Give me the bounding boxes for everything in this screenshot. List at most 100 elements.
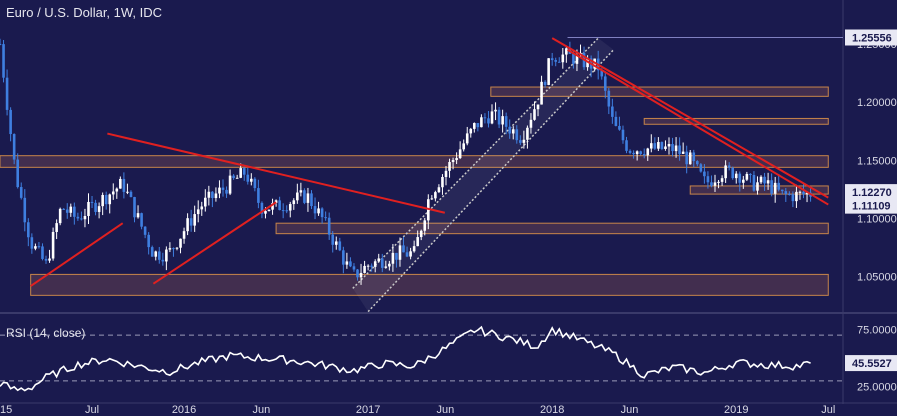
candle-body [508,126,512,134]
candle-body [575,54,579,64]
candle-body [529,119,533,128]
candle-body [653,143,657,149]
candle-body [296,192,299,201]
candle-body [671,144,674,152]
candle-body [55,223,58,232]
candle-body [186,218,189,232]
support-resistance-zone [643,117,829,125]
candle-body [749,173,752,176]
candle-body [713,182,717,186]
candle-body [271,202,274,210]
candle-body [519,140,522,143]
candle-body [763,176,766,184]
candle-body [51,231,55,259]
candle-body [264,210,267,214]
candle-body [657,142,660,149]
candle-body [402,245,405,253]
candle-body [58,208,62,224]
candle-body [62,208,66,210]
candle-body [724,165,727,179]
candle-body [136,213,140,218]
candle-body [161,259,165,262]
candle-body [745,173,749,180]
support-resistance-zone [0,155,829,168]
candle-body [603,76,607,91]
candle-body [437,187,441,193]
candle-body [388,263,391,267]
candle-body [600,70,604,77]
candle-body [313,206,317,214]
candle-body [175,247,179,249]
candle-body [412,246,416,252]
candle-body [218,187,221,194]
candle-body [108,194,112,205]
candle-body [494,109,497,112]
candle-body [73,206,76,217]
candle-body [734,173,738,179]
candle-body [554,60,558,62]
candle-body [292,200,296,205]
rsi-tag-label: 45.5527 [852,358,892,370]
candle-body [334,241,338,245]
candle-body [557,61,561,63]
candle-body [168,248,172,250]
candle-body [384,266,388,268]
candle-body [699,164,703,172]
candle-body [44,258,48,261]
rsi-axis-tick: 25.0000 [857,382,897,394]
candle-body [349,261,352,267]
candle-body [363,265,366,273]
candle-body [150,247,154,257]
candle-body [618,125,621,130]
candle-body [94,202,97,212]
candle-body [310,193,313,207]
candle-body [129,191,133,198]
support-resistance-zone [275,222,829,235]
candle-body [203,197,207,207]
candle-body [221,187,225,190]
candle-body [41,246,44,259]
candle-body [345,261,349,265]
time-axis-tick: Jul [821,404,835,416]
candle-body [667,144,671,147]
candle-body [317,208,320,214]
candle-body [540,81,543,105]
candle-body [90,201,94,203]
time-axis-tick: Jun [621,404,639,416]
candle-body [717,181,720,183]
candle-body [246,174,250,182]
candle-body [780,189,784,192]
candle-body [250,178,253,182]
candle-body [614,116,618,126]
candle-body [154,251,158,257]
candle-body [802,191,805,195]
candle-body [455,158,458,161]
time-axis-tick: 2015 [0,404,12,416]
candle-body [9,109,12,135]
candle-body [547,58,550,85]
candle-body [366,265,370,267]
channel-fill [352,38,614,312]
candle-body [377,258,381,262]
candle-body [710,182,713,186]
candle-body [140,213,143,227]
candle-body [327,217,331,235]
candle-body [179,238,182,248]
candle-body [565,48,568,55]
candle-body [752,175,756,191]
candle-body [522,139,526,143]
candle-body [87,201,90,217]
candle-body [766,180,770,184]
candle-body [706,176,710,183]
candle-body [674,145,678,152]
candle-body [228,175,232,194]
candle-body [805,192,809,195]
candle-body [225,189,228,194]
candle-body [303,190,306,203]
time-axis-tick: 2017 [356,404,380,416]
candle-body [526,127,529,140]
candle-body [281,210,285,212]
candle-body [639,151,642,154]
candle-body [211,191,214,199]
